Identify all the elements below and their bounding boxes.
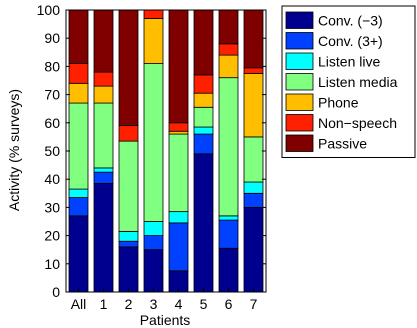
legend-swatch-1	[285, 11, 314, 29]
bar-segment-2-6	[93, 71, 114, 87]
bar-segment-7-4	[218, 77, 239, 217]
bar-segment-8-2	[243, 192, 264, 208]
bar-segment-2-5	[93, 85, 114, 104]
bar-segment-7-5	[218, 54, 239, 79]
legend-label: Listen live	[318, 53, 380, 69]
legend: Conv. (−3) Conv. (3+) Listen live Listen me…	[281, 5, 416, 158]
legend-label: Phone	[318, 94, 359, 110]
bar-segment-5-7	[168, 9, 189, 124]
bar-segment-6-6	[193, 74, 214, 94]
legend-label: Listen media	[318, 74, 398, 90]
bar-segment-5-5	[168, 130, 189, 135]
legend-swatch-7	[285, 134, 314, 152]
bar-segment-1-1	[68, 215, 89, 293]
legend-swatch-3	[285, 52, 314, 70]
bar-segment-8-6	[243, 67, 264, 74]
y-tick-label: 100	[37, 2, 61, 18]
bar-segment-6-2	[193, 133, 214, 155]
bar-segment-7-2	[218, 219, 239, 249]
bar-segment-3-7	[118, 9, 139, 127]
y-tick-label: 10	[44, 256, 60, 272]
x-axis-label: Patients	[140, 312, 191, 328]
bar-segment-7-1	[218, 247, 239, 293]
legend-swatch-2	[285, 32, 314, 50]
bar-segment-3-1	[118, 246, 139, 293]
bar-segment-7-3	[218, 215, 239, 221]
legend-label: Conv. (−3)	[318, 12, 383, 28]
bar-segment-8-3	[243, 181, 264, 194]
y-tick-label: 40	[44, 171, 60, 187]
bar-segment-2-1	[93, 183, 114, 293]
y-tick-label: 20	[44, 228, 60, 244]
x-tick-label: 1	[100, 296, 108, 312]
bar-segment-8-7	[243, 9, 264, 69]
bar-segment-1-4	[68, 102, 89, 190]
bar-segment-4-5	[143, 18, 164, 64]
bar-segment-2-3	[93, 167, 114, 173]
x-tick-label: All	[71, 296, 87, 312]
bar-segment-3-4	[118, 140, 139, 232]
bar-segment-1-3	[68, 188, 89, 198]
bar-segment-8-5	[243, 73, 264, 138]
bar-segment-2-7	[93, 9, 114, 73]
axes-layer: 0 10 20 30 40 50 60 70 80 90 100 All 1 2 3 4 5 6 7	[37, 2, 267, 312]
bar-segment-5-6	[168, 122, 189, 132]
bar-segment-1-6	[68, 63, 89, 84]
x-tick-label: 5	[200, 296, 208, 312]
x-tick-label: 3	[150, 296, 158, 312]
bar-segment-5-2	[168, 222, 189, 272]
bar-segment-3-3	[118, 230, 139, 242]
bar-segment-3-2	[118, 240, 139, 248]
legend-swatch-5	[285, 93, 314, 111]
bar-segment-6-1	[193, 153, 214, 293]
y-tick-label: 60	[44, 115, 60, 131]
bar-segment-8-1	[243, 206, 264, 293]
bar-segment-7-7	[218, 9, 239, 45]
x-tick-label: 2	[125, 296, 133, 312]
bar-segment-4-1	[143, 249, 164, 293]
x-tick-label: 7	[250, 296, 258, 312]
bar-segment-6-7	[193, 9, 214, 76]
bar-segment-1-7	[68, 9, 89, 64]
bar-segment-4-3	[143, 221, 164, 237]
bar-segment-2-2	[93, 171, 114, 184]
bar-segment-6-5	[193, 92, 214, 108]
bar-segment-4-2	[143, 235, 164, 251]
y-tick-label: 90	[44, 30, 60, 46]
legend-label: Passive	[318, 135, 367, 151]
legend-label: Non−speech	[318, 115, 397, 131]
bar-segment-4-4	[143, 63, 164, 222]
bar-segment-8-4	[243, 136, 264, 183]
bar-segment-4-6	[143, 9, 164, 19]
y-tick-label: 0	[52, 284, 60, 300]
y-axis-label: Activity (% surveys)	[6, 89, 22, 211]
y-tick-label: 30	[44, 199, 60, 215]
legend-swatch-6	[285, 114, 314, 132]
y-tick-label: 50	[44, 143, 60, 159]
legend-swatch-4	[285, 73, 314, 91]
bar-segment-6-3	[193, 126, 214, 135]
bar-segment-6-4	[193, 106, 214, 128]
bar-segment-7-6	[218, 43, 239, 56]
y-tick-label: 80	[44, 58, 60, 74]
bar-segment-2-4	[93, 102, 114, 169]
bar-segment-5-4	[168, 133, 189, 213]
bar-segment-1-5	[68, 82, 89, 104]
bars-layer	[68, 9, 264, 293]
x-tick-label: 4	[175, 296, 183, 312]
bar-segment-1-2	[68, 197, 89, 217]
y-tick-label: 70	[44, 87, 60, 103]
x-tick-label: 6	[225, 296, 233, 312]
bar-segment-5-3	[168, 211, 189, 224]
bar-segment-3-6	[118, 125, 139, 142]
legend-label: Conv. (3+)	[318, 33, 383, 49]
